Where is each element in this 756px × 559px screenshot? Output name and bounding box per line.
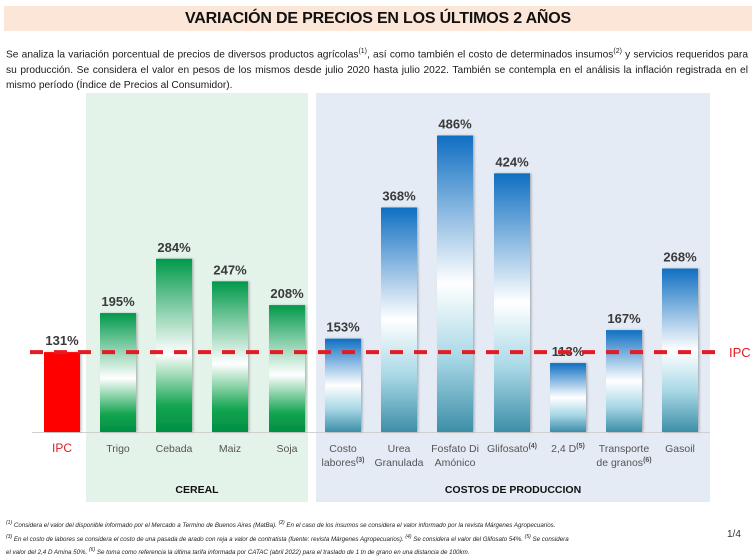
- bar-transporte-de-granos: [606, 330, 642, 432]
- data-label: 208%: [270, 286, 304, 301]
- footnotes: (1) Considera el valor del disponible in…: [6, 518, 706, 559]
- bars-layer: [44, 135, 698, 433]
- footnote-text: En el caso de los insumos se considera e…: [284, 522, 556, 530]
- footnote-marker: (2): [278, 520, 285, 526]
- bar-2-4-d: [550, 363, 586, 432]
- bar-glifosato: [494, 173, 530, 433]
- data-label: 247%: [213, 262, 247, 277]
- footnote-marker: (1): [6, 520, 13, 526]
- category-tick-label: Gasoil: [665, 443, 695, 455]
- category-tick-label: Amónico: [435, 457, 476, 469]
- footnote-line-1: (1) Considera el valor del disponible in…: [6, 518, 706, 532]
- category-tick-label: Trigo: [106, 443, 130, 455]
- category-tick-label: Soja: [276, 443, 297, 455]
- data-label: 268%: [663, 250, 697, 265]
- data-label: 131%: [45, 333, 79, 348]
- bar-urea-granulada: [381, 207, 417, 432]
- data-label: 368%: [382, 189, 416, 204]
- category-tick-label: Costo: [329, 443, 357, 455]
- footnote-marker: (3): [6, 533, 13, 540]
- category-tick-label: de granos(6): [596, 457, 651, 469]
- footnote-text: En el costo de labores se considera el c…: [12, 535, 406, 543]
- category-tick-label: Urea: [388, 443, 411, 455]
- footnote-marker: (5): [524, 533, 531, 540]
- footnote-text: Se considera: [530, 535, 569, 543]
- bar-ipc: [44, 352, 80, 432]
- footnote-line-3: el valor del 2,4 D Amina 50%. (6) Se tom…: [6, 545, 706, 559]
- footnote-text: el valor del 2,4 D Amina 50%.: [6, 549, 89, 557]
- footnote-marker: (6): [89, 547, 96, 554]
- category-tick-label: Glifosato(4): [487, 443, 537, 455]
- bar-fosfato-di-am-nico: [437, 135, 473, 433]
- category-tick-label: IPC: [52, 441, 72, 455]
- cereal-group-panel: CEREAL: [86, 93, 308, 502]
- labels-layer: 131% IPC 195% Trigo 284% Cebada 247% Maiz 208% So…: [45, 117, 697, 469]
- category-tick-label: labores(3): [321, 457, 364, 469]
- bar-soja: [269, 305, 305, 432]
- footnote-text: Se toma como referencia la última tarifa…: [95, 549, 470, 557]
- intro-text-2: , así como también el costo de determina…: [367, 49, 614, 61]
- cereal-group-label: CEREAL: [175, 484, 219, 496]
- footnote-marker: (4): [405, 533, 412, 540]
- page-number: 1/4: [727, 529, 741, 540]
- category-tick-label: Cebada: [156, 443, 193, 455]
- category-tick-label: 2,4 D(5): [551, 443, 585, 455]
- costos-group-label: COSTOS DE PRODUCCION: [444, 484, 582, 496]
- data-label: 167%: [607, 311, 641, 326]
- data-label: 153%: [326, 320, 360, 335]
- intro-text-1: Se analiza la variación porcentual de pr…: [6, 49, 359, 61]
- title-band: VARIACIÓN DE PRECIOS EN LOS ÚLTIMOS 2 AÑ…: [4, 6, 752, 31]
- data-label: 424%: [495, 154, 529, 169]
- footnote-ref-2: (2): [613, 48, 622, 55]
- category-tick-label: Maiz: [219, 443, 241, 455]
- footnote-text: Se considera el valor del Glifosato 54%.: [411, 535, 525, 543]
- bar-cebada: [156, 258, 192, 432]
- category-tick-label: Fosfato Di: [431, 443, 479, 455]
- category-tick-label: Granulada: [374, 457, 423, 469]
- bar-costo-labores: [325, 338, 361, 432]
- footnote-ref-1: (1): [358, 48, 368, 55]
- footnote-text: Considera el valor del disponible inform…: [12, 522, 279, 530]
- data-label: 284%: [157, 240, 191, 255]
- intro-text-3: y servicios requeridos para su producció…: [6, 49, 748, 92]
- intro-paragraph: Se analiza la variación porcentual de pr…: [6, 44, 748, 94]
- ipc-reference-label: IPC: [729, 345, 751, 360]
- data-label: 486%: [438, 117, 472, 132]
- bar-maiz: [212, 281, 248, 432]
- bar-trigo: [100, 313, 136, 432]
- data-label: 195%: [101, 294, 135, 309]
- category-tick-label: Transporte: [599, 443, 650, 455]
- page-title: VARIACIÓN DE PRECIOS EN LOS ÚLTIMOS 2 AÑ…: [184, 9, 571, 27]
- footnote-line-2: (3) En el costo de labores se considera …: [6, 532, 706, 546]
